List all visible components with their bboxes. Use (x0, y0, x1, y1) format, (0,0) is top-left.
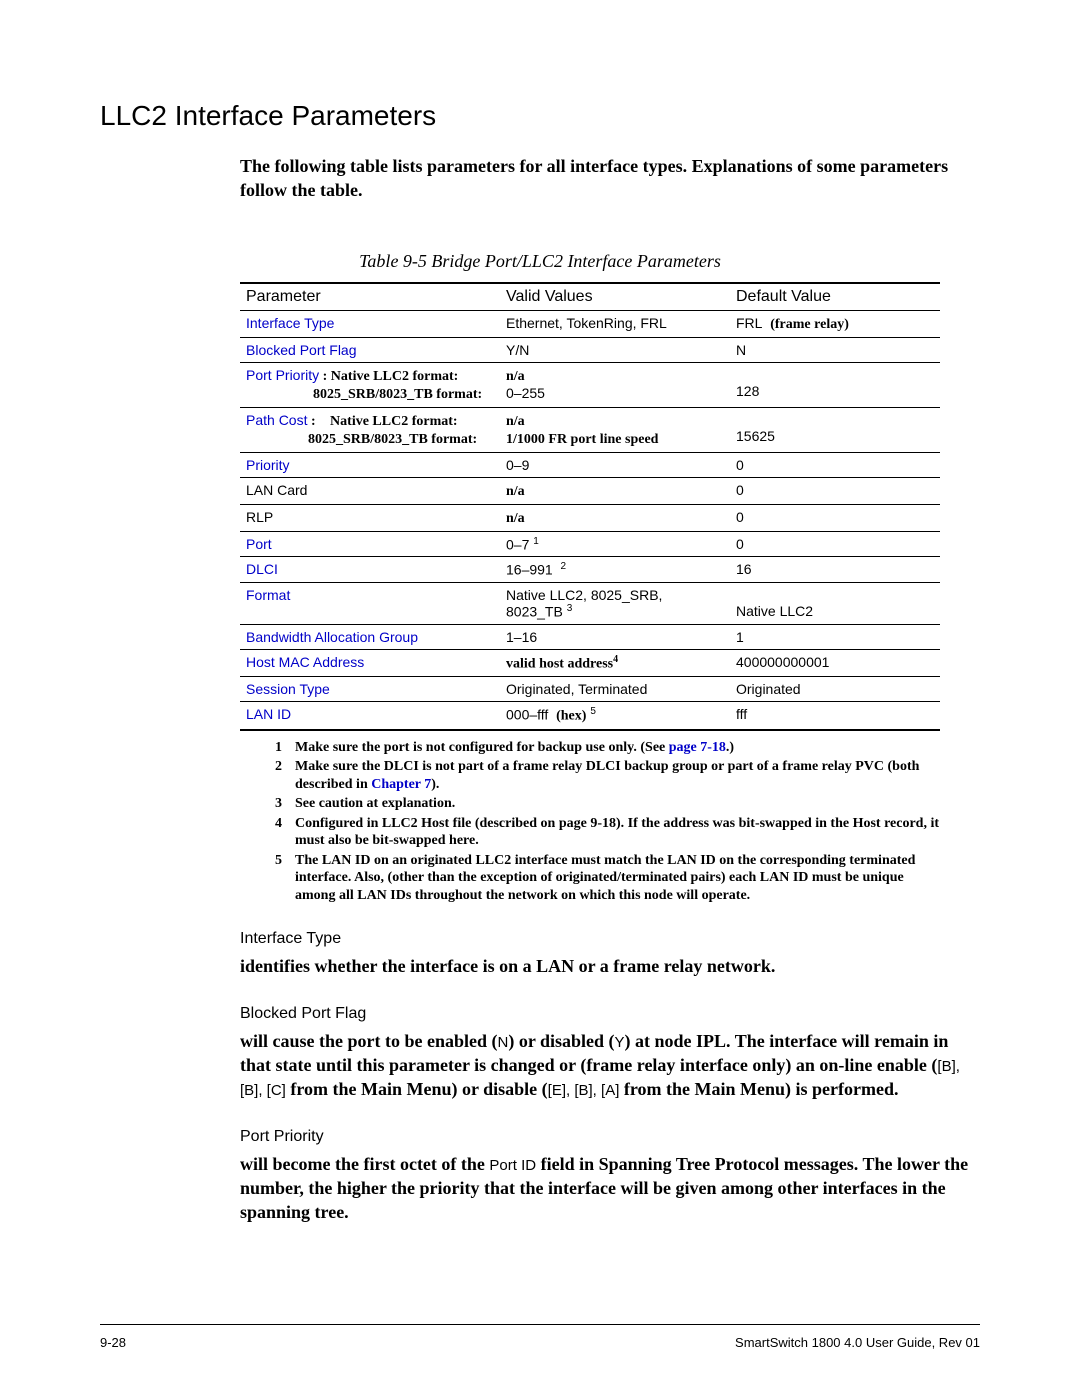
param-priority[interactable]: Priority (246, 457, 290, 473)
explanation-body-blocked-port-flag: will cause the port to be enabled (N) or… (240, 1029, 980, 1102)
valid-blocked-port-flag: Y/N (500, 337, 730, 362)
valid-format: Native LLC2, 8025_SRB, 8023_TB 3 (500, 582, 730, 624)
param-path-cost[interactable]: Path Cost (246, 412, 307, 428)
default-dlci: 16 (730, 557, 940, 583)
default-port-priority: 128 (730, 362, 940, 407)
parameters-table: Parameter Valid Values Default Value Int… (240, 282, 940, 731)
valid-port: 0–7 1 (500, 531, 730, 557)
footer-doc-title: SmartSwitch 1800 4.0 User Guide, Rev 01 (735, 1335, 980, 1350)
valid-interface-type: Ethernet, TokenRing, FRL (500, 310, 730, 337)
explanation-label-port-priority: Port Priority (240, 1128, 980, 1146)
param-blocked-port-flag[interactable]: Blocked Port Flag (246, 342, 357, 358)
param-port[interactable]: Port (246, 536, 272, 552)
default-lan-card: 0 (730, 477, 940, 504)
param-interface-type[interactable]: Interface Type (246, 315, 334, 331)
header-valid-values: Valid Values (500, 283, 730, 311)
param-dlci[interactable]: DLCI (246, 561, 278, 577)
default-path-cost: 15625 (730, 407, 940, 452)
valid-path-cost: n/a 1/1000 FR port line speed (500, 407, 730, 452)
param-lan-card: LAN Card (240, 477, 500, 504)
header-default-value: Default Value (730, 283, 940, 311)
default-format: Native LLC2 (730, 582, 940, 624)
valid-host-mac: valid host address4 (500, 649, 730, 677)
valid-priority: 0–9 (500, 452, 730, 477)
param-host-mac-address[interactable]: Host MAC Address (246, 654, 364, 670)
param-lan-id[interactable]: LAN ID (246, 706, 291, 722)
table-caption: Table 9-5 Bridge Port/LLC2 Interface Par… (100, 251, 980, 272)
valid-lan-card: n/a (500, 477, 730, 504)
default-rlp: 0 (730, 504, 940, 531)
default-bag: 1 (730, 624, 940, 649)
footer-page-number: 9-28 (100, 1335, 126, 1350)
explanation-body-interface-type: identifies whether the interface is on a… (240, 954, 980, 978)
default-host-mac: 400000000001 (730, 649, 940, 677)
valid-port-priority: n/a 0–255 (500, 362, 730, 407)
default-port: 0 (730, 531, 940, 557)
section-title: LLC2 Interface Parameters (100, 100, 980, 132)
default-blocked-port-flag: N (730, 337, 940, 362)
valid-bag: 1–16 (500, 624, 730, 649)
header-parameter: Parameter (240, 283, 500, 311)
param-port-priority[interactable]: Port Priority (246, 367, 319, 383)
valid-dlci: 16–991 2 (500, 557, 730, 583)
param-path-cost-cell: Path Cost : Native LLC2 format: 8025_SRB… (240, 407, 500, 452)
link-page-7-18[interactable]: page 7-18 (669, 740, 726, 755)
param-rlp: RLP (240, 504, 500, 531)
link-chapter-7[interactable]: Chapter 7 (371, 777, 431, 792)
explanation-label-blocked-port-flag: Blocked Port Flag (240, 1005, 980, 1023)
valid-lan-id: 000–fff (hex) 5 (500, 702, 730, 730)
explanation-body-port-priority: will become the first octet of the Port … (240, 1152, 980, 1225)
default-lan-id: fff (730, 702, 940, 730)
valid-rlp: n/a (500, 504, 730, 531)
param-port-priority-cell: Port Priority : Native LLC2 format: 8025… (240, 362, 500, 407)
intro-paragraph: The following table lists parameters for… (240, 154, 980, 203)
page-footer: 9-28 SmartSwitch 1800 4.0 User Guide, Re… (100, 1324, 980, 1350)
param-format[interactable]: Format (246, 587, 290, 603)
valid-session-type: Originated, Terminated (500, 677, 730, 702)
param-bandwidth-allocation-group[interactable]: Bandwidth Allocation Group (246, 629, 418, 645)
table-footnotes: 1Make sure the port is not configured fo… (275, 739, 940, 905)
default-interface-type: FRL (frame relay) (730, 310, 940, 337)
explanation-label-interface-type: Interface Type (240, 930, 980, 948)
default-priority: 0 (730, 452, 940, 477)
param-session-type[interactable]: Session Type (246, 681, 330, 697)
default-session-type: Originated (730, 677, 940, 702)
